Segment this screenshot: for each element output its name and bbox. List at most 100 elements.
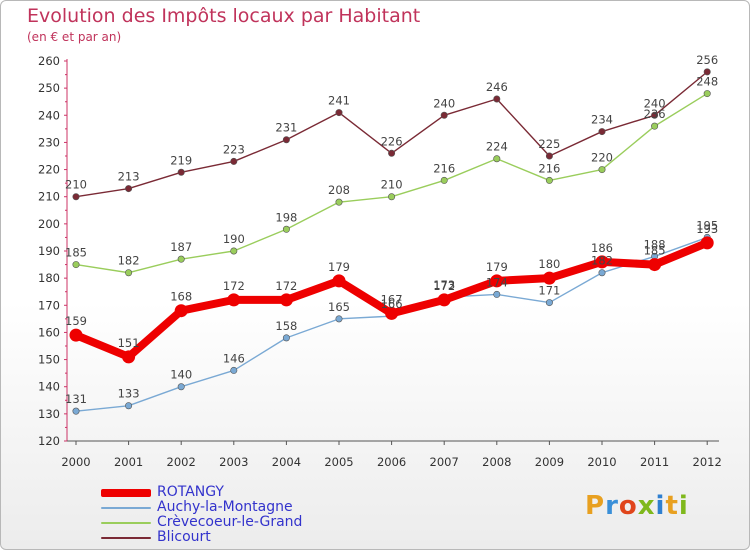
data-point — [595, 255, 609, 269]
y-tick-label: 190 — [38, 244, 60, 258]
x-tick-label: 2001 — [114, 455, 143, 469]
proxiti-logo: Proxiti — [585, 491, 689, 521]
data-label: 168 — [170, 290, 192, 304]
data-label: 190 — [223, 232, 245, 246]
data-point — [648, 258, 662, 272]
data-point — [282, 334, 290, 342]
data-point — [227, 293, 241, 307]
data-point — [72, 261, 80, 269]
data-label: 158 — [275, 319, 297, 333]
data-label: 198 — [275, 210, 297, 224]
data-label: 223 — [223, 142, 245, 156]
data-label: 165 — [328, 300, 350, 314]
data-point — [493, 95, 501, 103]
data-point — [125, 269, 133, 277]
data-label: 240 — [433, 96, 455, 110]
data-label: 172 — [433, 279, 455, 293]
legend-label: Crèvecoeur-le-Grand — [157, 514, 303, 530]
data-label: 193 — [696, 222, 718, 236]
data-label: 186 — [591, 241, 613, 255]
data-point — [545, 176, 553, 184]
data-point — [230, 157, 238, 165]
data-label: 210 — [381, 178, 403, 192]
data-point — [174, 304, 188, 318]
x-tick-label: 2006 — [377, 455, 406, 469]
data-label: 208 — [328, 183, 350, 197]
data-point — [388, 193, 396, 201]
data-label: 195 — [696, 218, 718, 232]
x-tick-label: 2000 — [61, 455, 90, 469]
data-label: 187 — [170, 240, 192, 254]
x-tick-label: 2002 — [167, 455, 196, 469]
data-label: 133 — [118, 387, 140, 401]
data-label: 240 — [644, 96, 666, 110]
data-label: 172 — [223, 279, 245, 293]
data-label: 179 — [486, 260, 508, 274]
legend-swatch — [101, 522, 151, 524]
data-label: 219 — [170, 153, 192, 167]
data-point — [388, 149, 396, 157]
y-tick-label: 230 — [38, 135, 60, 149]
data-label: 231 — [275, 121, 297, 135]
legend-swatch — [101, 507, 151, 509]
data-point — [335, 109, 343, 117]
data-point — [125, 402, 133, 410]
data-label: 224 — [486, 140, 508, 154]
series-points — [69, 68, 714, 415]
data-point — [125, 185, 133, 193]
data-point — [651, 122, 659, 130]
data-point — [335, 315, 343, 323]
y-tick-label: 200 — [38, 217, 60, 231]
data-point — [230, 247, 238, 255]
x-tick-label: 2008 — [482, 455, 511, 469]
data-point — [69, 328, 83, 342]
data-point — [651, 111, 659, 119]
data-label: 182 — [591, 254, 613, 268]
y-tick-label: 140 — [38, 380, 60, 394]
x-tick-label: 2003 — [219, 455, 248, 469]
data-label: 225 — [538, 137, 560, 151]
data-point — [440, 176, 448, 184]
data-label: 248 — [696, 75, 718, 89]
data-label: 216 — [538, 161, 560, 175]
data-point — [177, 168, 185, 176]
data-point — [703, 90, 711, 98]
data-label: 131 — [65, 392, 87, 406]
data-label: 166 — [381, 297, 403, 311]
data-point — [703, 68, 711, 76]
data-point — [542, 271, 556, 285]
legend-label: Blicourt — [157, 529, 211, 545]
data-point — [490, 274, 504, 288]
data-label: 159 — [65, 314, 87, 328]
data-label: 172 — [275, 279, 297, 293]
data-label: 234 — [591, 113, 613, 127]
data-label: 210 — [65, 178, 87, 192]
y-tick-label: 180 — [38, 271, 60, 285]
data-labels: 210 213 219 223 231 241 226 240 246 225 234 240 256 1… — [65, 53, 718, 406]
data-label: 185 — [65, 246, 87, 260]
data-label: 226 — [381, 134, 403, 148]
y-tick-label: 170 — [38, 298, 60, 312]
data-point — [282, 136, 290, 144]
chart-subtitle: (en € et par an) — [27, 30, 122, 44]
data-point — [598, 269, 606, 277]
data-point — [493, 155, 501, 163]
x-tick-label: 2007 — [430, 455, 459, 469]
data-point — [385, 306, 399, 320]
x-tick-label: 2009 — [535, 455, 564, 469]
data-label: 174 — [486, 275, 508, 289]
data-label: 182 — [118, 254, 140, 268]
data-label: 188 — [644, 237, 666, 251]
data-label: 256 — [696, 53, 718, 67]
data-point — [437, 293, 451, 307]
y-tick-label: 210 — [38, 190, 60, 204]
chart-title: Evolution des Impôts locaux par Habitant — [27, 5, 421, 27]
y-tick-label: 160 — [38, 325, 60, 339]
data-label: 213 — [118, 170, 140, 184]
data-point — [72, 193, 80, 201]
data-point — [279, 293, 293, 307]
y-tick-label: 260 — [38, 54, 60, 68]
legend-label: ROTANGY — [157, 484, 224, 500]
legend-label: Auchy-la-Montagne — [157, 499, 293, 515]
